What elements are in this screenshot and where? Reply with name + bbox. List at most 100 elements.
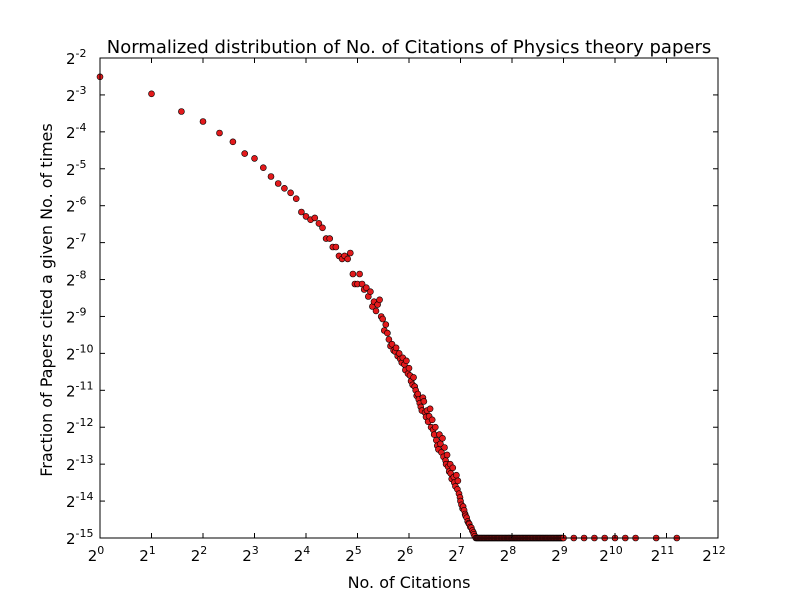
- data-point-61: [403, 357, 410, 365]
- data-point-40: [372, 307, 380, 315]
- data-point-71: [414, 390, 422, 398]
- data-point-19: [319, 224, 326, 232]
- x-tick-base: 2: [599, 547, 609, 565]
- data-point-29: [349, 270, 357, 278]
- y-tick-exponent: -2: [76, 47, 87, 60]
- x-tick-base: 2: [397, 547, 407, 565]
- data-point-7: [251, 155, 258, 162]
- y-tick-base: 2: [66, 419, 76, 437]
- x-tick-label-5: 25: [345, 544, 362, 565]
- x-tick-label-0: 20: [88, 544, 105, 565]
- x-tick-exponent: 11: [660, 544, 674, 557]
- y-tick-label-3: 2-5: [66, 158, 87, 179]
- data-point-28: [346, 249, 354, 257]
- data-point-106: [449, 464, 457, 472]
- x-tick-exponent: 5: [355, 544, 362, 557]
- x-tick-exponent: 12: [712, 544, 726, 557]
- y-tick-exponent: -3: [76, 84, 87, 97]
- y-tick-base: 2: [66, 235, 76, 253]
- x-tick-label-11: 211: [651, 544, 675, 565]
- data-point-44: [379, 315, 387, 323]
- y-tick-base: 2: [66, 50, 76, 68]
- y-tick-label-10: 2-12: [66, 416, 94, 437]
- y-tick-base: 2: [66, 124, 76, 142]
- x-tick-label-1: 21: [139, 544, 156, 565]
- data-point-100: [443, 451, 451, 459]
- y-tick-label-13: 2-15: [66, 527, 94, 548]
- data-point-85: [428, 416, 436, 424]
- data-point-77: [420, 398, 428, 405]
- data-point-5: [229, 138, 237, 146]
- data-point-6: [241, 150, 248, 157]
- x-tick-label-7: 27: [448, 544, 465, 565]
- y-tick-exponent: -7: [76, 232, 87, 245]
- data-point-8: [259, 164, 267, 171]
- data-point-112: [454, 477, 462, 485]
- data-point-2: [178, 108, 185, 115]
- data-point-42: [376, 296, 383, 304]
- y-tick-exponent: -8: [76, 269, 87, 282]
- data-point-13: [292, 195, 300, 202]
- data-point-21: [326, 235, 334, 242]
- data-point-1: [148, 90, 155, 98]
- x-axis-title: No. of Citations: [348, 573, 471, 592]
- x-tick-exponent: 2: [200, 544, 207, 557]
- y-tick-label-6: 2-8: [66, 269, 87, 290]
- y-tick-label-7: 2-9: [66, 305, 87, 326]
- x-tick-exponent: 6: [406, 544, 413, 557]
- y-tick-exponent: -5: [76, 158, 87, 171]
- x-tick-base: 2: [191, 547, 201, 565]
- y-tick-exponent: -12: [76, 416, 94, 429]
- y-tick-label-0: 2-2: [66, 47, 87, 68]
- data-point-18: [315, 220, 323, 227]
- x-tick-exponent: 3: [252, 544, 259, 557]
- y-tick-base: 2: [66, 198, 76, 216]
- y-tick-label-4: 2-6: [66, 195, 87, 216]
- x-tick-base: 2: [139, 547, 149, 565]
- y-tick-base: 2: [66, 308, 76, 326]
- data-point-35: [362, 284, 370, 292]
- data-point-32: [356, 270, 363, 278]
- x-tick-label-6: 26: [397, 544, 414, 565]
- x-tick-exponent: 9: [561, 544, 568, 557]
- y-tick-base: 2: [66, 87, 76, 105]
- data-point-46: [382, 321, 390, 328]
- x-axis-ticks: 20 21 22 23 24 25 26 27 28 29 210 211 212: [88, 58, 726, 565]
- y-tick-exponent: -14: [76, 490, 94, 503]
- y-tick-label-5: 2-7: [66, 232, 87, 253]
- y-tick-exponent: -10: [76, 342, 94, 355]
- x-tick-label-12: 212: [702, 544, 726, 565]
- data-point-14: [298, 208, 305, 216]
- y-tick-exponent: -4: [76, 121, 87, 134]
- data-point-9: [267, 173, 275, 180]
- y-tick-base: 2: [66, 382, 76, 400]
- x-tick-base: 2: [551, 547, 561, 565]
- x-tick-exponent: 4: [303, 544, 310, 557]
- x-tick-base: 2: [345, 547, 355, 565]
- data-point-47: [384, 329, 391, 337]
- y-tick-exponent: -13: [76, 453, 94, 466]
- x-tick-label-2: 22: [191, 544, 208, 565]
- x-tick-label-4: 24: [294, 544, 311, 565]
- y-tick-base: 2: [66, 161, 76, 179]
- y-tick-base: 2: [66, 272, 76, 290]
- x-tick-exponent: 10: [609, 544, 623, 557]
- y-axis-ticks: 2-22-32-42-52-62-72-82-92-102-112-122-13…: [66, 47, 718, 548]
- chart-title: Normalized distribution of No. of Citati…: [107, 37, 712, 58]
- y-tick-label-11: 2-13: [66, 453, 94, 474]
- y-tick-label-2: 2-4: [66, 121, 87, 142]
- x-tick-label-9: 29: [551, 544, 568, 565]
- y-tick-label-9: 2-11: [66, 379, 94, 400]
- y-tick-label-12: 2-14: [66, 490, 94, 511]
- data-point-50: [388, 340, 396, 348]
- x-tick-exponent: 8: [509, 544, 516, 557]
- data-point-27: [344, 255, 352, 263]
- x-tick-base: 2: [500, 547, 510, 565]
- y-tick-label-1: 2-3: [66, 84, 87, 105]
- y-tick-exponent: -15: [76, 527, 94, 540]
- y-tick-label-8: 2-10: [66, 342, 94, 363]
- y-axis-title: Fraction of Papers cited a given No. of …: [37, 123, 56, 476]
- x-tick-base: 2: [88, 547, 98, 565]
- data-point-83: [426, 405, 434, 413]
